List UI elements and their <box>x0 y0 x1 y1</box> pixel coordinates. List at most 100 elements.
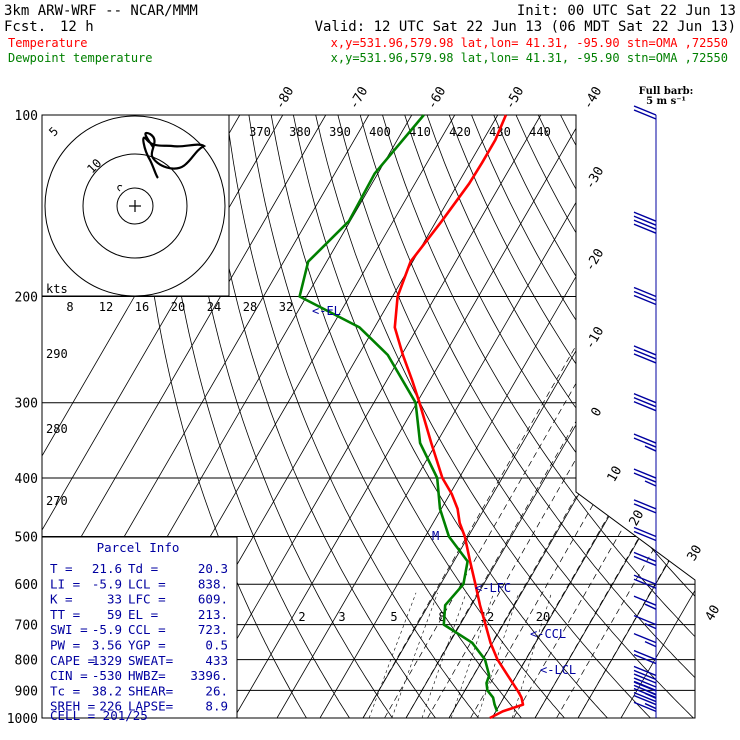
mixing-ratio-label: 3 <box>338 610 345 624</box>
dewpoint-legend-label: Dewpoint temperature <box>8 51 153 65</box>
parcel-info-cell: TT = <box>50 607 80 622</box>
hodograph-speed-tick: 24 <box>207 300 221 314</box>
wind-barb <box>633 614 657 630</box>
parcel-info-cell: CAPE = <box>50 653 95 668</box>
parcel-info-cell: SREH = <box>50 699 95 714</box>
theta-label: 370 <box>249 125 271 139</box>
hodograph-trace <box>142 131 207 179</box>
parcel-info-cell: 33 <box>107 592 122 607</box>
theta-label: 380 <box>289 125 311 139</box>
dry-adiabat <box>404 115 695 718</box>
parcel-info-cell: LFC = <box>128 592 166 607</box>
parcel-info-cell: Td = <box>128 561 158 576</box>
valid-time: Valid: 12 UTC Sat 22 Jun 13 (06 MDT Sat … <box>315 19 736 35</box>
temperature-tick-label: 40 <box>703 603 724 624</box>
parcel-info-cell: LCL = <box>128 576 166 591</box>
dry-adiabat <box>315 115 651 718</box>
wind-barb <box>633 551 657 567</box>
parcel-info-cell: 3.56 <box>92 638 122 653</box>
hodograph-speed-tick: 32 <box>279 300 293 314</box>
dry-adiabat <box>181 115 393 718</box>
level-marker: M <box>432 529 439 543</box>
wind-barb <box>633 105 657 120</box>
theta-side-label: 290 <box>46 347 68 361</box>
theta-side-label: 270 <box>46 494 68 508</box>
parcel-info-title: Parcel Info <box>97 540 180 555</box>
wind-barb <box>633 433 657 452</box>
pressure-tick-label: 900 <box>15 684 38 699</box>
theta-label: 400 <box>369 125 391 139</box>
dry-adiabat <box>248 115 522 718</box>
hodograph-speed-tick: 28 <box>243 300 257 314</box>
barb-legend-line1: Full barb: <box>639 86 694 97</box>
wind-barb <box>633 286 657 306</box>
hodograph-ring-outer <box>44 115 226 297</box>
wind-barb <box>633 211 657 234</box>
hodograph: 5 10 kts <box>41 114 230 297</box>
dewpoint-temperature-curve <box>298 114 499 712</box>
pressure-tick-label: 500 <box>15 530 38 545</box>
level-marker: <-LFC <box>475 581 511 595</box>
theta-label: 420 <box>449 125 471 139</box>
isotherm <box>190 115 542 718</box>
parcel-info-cell: 8.9 <box>205 699 228 714</box>
model-title: 3km ARW-WRF -- NCAR/MMM <box>4 3 198 19</box>
parcel-info-cell: LI = <box>50 576 80 591</box>
hodograph-speed-tick: 20 <box>171 300 185 314</box>
dry-adiabat <box>382 115 695 718</box>
parcel-info-cell: 838. <box>198 576 228 591</box>
parcel-info-cell: SHEAR= <box>128 683 173 698</box>
parcel-info-cell: T = <box>50 561 73 576</box>
dry-adiabat <box>270 115 565 718</box>
dry-adiabat <box>448 115 695 718</box>
mixing-ratio-line <box>512 592 552 718</box>
parcel-info-cell: 21.6 <box>92 561 122 576</box>
temperature-legend-label: Temperature <box>8 36 87 50</box>
theta-side-label: 280 <box>46 422 68 436</box>
mixing-ratio-line <box>477 592 519 718</box>
mixing-ratio-line <box>421 592 467 718</box>
parcel-info-cell: 433 <box>205 653 228 668</box>
parcel-info-cell: 0.5 <box>205 638 228 653</box>
isotherm <box>534 115 695 718</box>
pressure-tick-label: 1000 <box>7 712 38 727</box>
pressure-tick-label: 200 <box>15 291 38 306</box>
wind-barb <box>633 694 657 710</box>
parcel-info-cell: K = <box>50 592 73 607</box>
parcel-info-cell: -530 <box>92 668 122 683</box>
dry-adiabat <box>204 115 436 718</box>
init-time: Init: 00 UTC Sat 22 Jun 13 <box>517 3 736 19</box>
parcel-info-cell: 609. <box>198 592 228 607</box>
wind-barb <box>633 673 657 696</box>
pressure-tick-label: 800 <box>15 654 38 669</box>
parcel-info-cell: 213. <box>198 607 228 622</box>
pressure-tick-label: 100 <box>15 109 38 124</box>
mixing-ratio-line <box>368 592 417 718</box>
isotherm <box>620 115 695 718</box>
parcel-info-cell: 26. <box>205 683 228 698</box>
mixing-ratio-label: 2 <box>298 610 305 624</box>
hodograph-kts-label: kts <box>46 282 68 296</box>
parcel-info-cell: PW = <box>50 638 80 653</box>
parcel-info-cell: 723. <box>198 622 228 637</box>
hodograph-ring-inner <box>116 187 154 225</box>
parcel-info-box: Parcel Info T = 21.6 Td = 20.3 LI = -5.9 LCL =… <box>41 536 238 723</box>
plot-frame <box>41 114 696 719</box>
dewpoint-location-info: x,y=531.96,579.98 lat,lon= 41.31, -95.90… <box>331 51 728 65</box>
dry-adiabat <box>159 115 350 718</box>
hodograph-ring-middle <box>82 153 188 259</box>
parcel-info-cell: CCL = <box>128 622 166 637</box>
wind-barb <box>633 393 657 412</box>
wind-barb <box>633 701 657 713</box>
level-marker: <-CCL <box>530 627 566 641</box>
isotherm <box>276 115 628 718</box>
temperature-tick-label: 20 <box>627 508 648 529</box>
mixing-ratio-label: 20 <box>536 610 550 624</box>
pressure-tick-label: 700 <box>15 619 38 634</box>
pressure-tick-label: 600 <box>15 578 38 593</box>
barb-legend-line2: 5 m s⁻¹ <box>646 96 686 107</box>
dry-adiabat <box>426 115 695 718</box>
mixing-ratio-line <box>450 592 495 718</box>
pressure-tick-label: 300 <box>15 397 38 412</box>
